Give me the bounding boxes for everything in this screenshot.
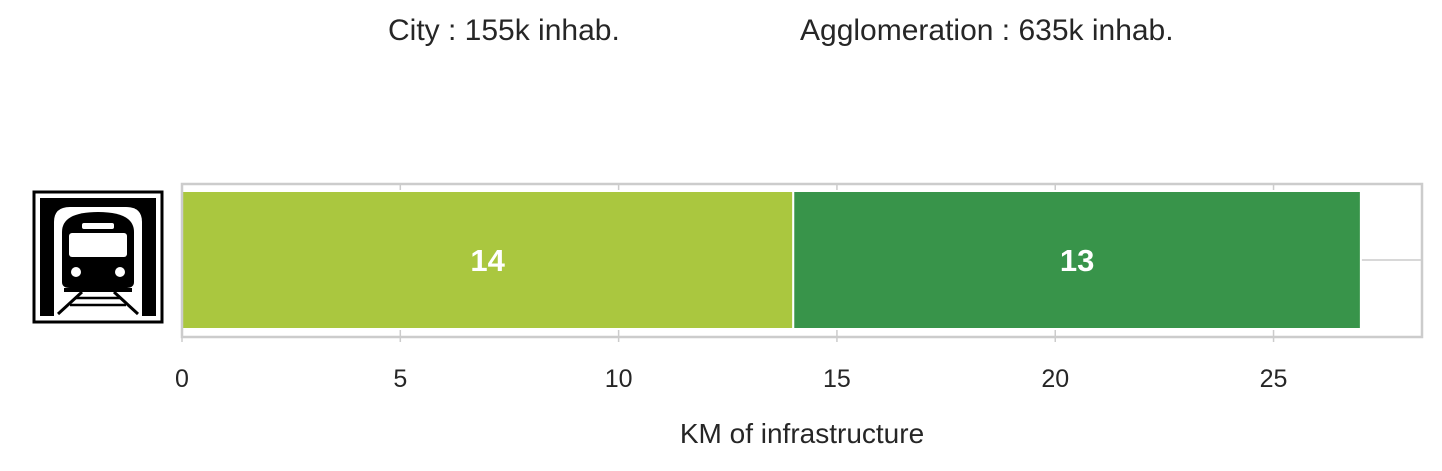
- bar-value-label: 13: [1060, 243, 1094, 278]
- x-tick-label: 0: [175, 365, 189, 393]
- bar-value-label: 14: [470, 243, 505, 278]
- x-tick-label: 10: [605, 365, 633, 393]
- x-tick-label: 15: [823, 365, 851, 393]
- x-tick-label: 25: [1260, 365, 1288, 393]
- plot-frame: [180, 182, 1424, 339]
- agglomeration-population-label: Agglomeration : 635k inhab.: [800, 14, 1174, 47]
- metro-train-icon: [32, 190, 164, 324]
- x-axis-ticks: 0 5 10 15 20 25: [175, 337, 1287, 393]
- city-population-label: City : 155k inhab.: [388, 14, 620, 47]
- x-tick-label: 20: [1041, 365, 1069, 393]
- bar-segment-2: [792, 190, 1362, 330]
- bar-segment-1: [181, 190, 795, 330]
- bar-stack: 14 13: [181, 190, 1362, 330]
- x-tick-label: 5: [393, 365, 407, 393]
- x-axis-title: KM of infrastructure: [680, 418, 924, 449]
